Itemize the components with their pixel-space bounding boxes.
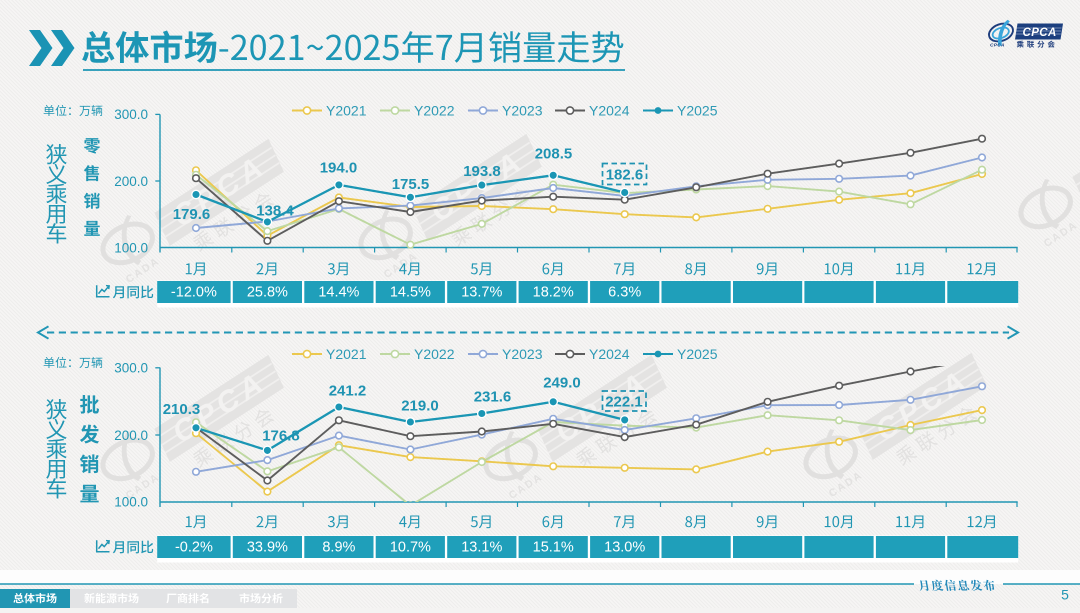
- svg-text:CPCA: CPCA: [1023, 27, 1057, 39]
- svg-text:210.3: 210.3: [163, 401, 201, 418]
- svg-text:179.6: 179.6: [173, 206, 211, 223]
- svg-text:Y2024: Y2024: [589, 103, 630, 119]
- svg-text:200.0: 200.0: [114, 428, 148, 443]
- svg-text:300.0: 300.0: [114, 361, 148, 376]
- svg-text:Y2024: Y2024: [589, 346, 630, 362]
- svg-text:222.1: 222.1: [605, 393, 643, 410]
- svg-text:300.0: 300.0: [114, 107, 148, 122]
- svg-text:-12.0%: -12.0%: [171, 284, 217, 300]
- svg-text:Y2025: Y2025: [677, 103, 718, 119]
- svg-text:13.0%: 13.0%: [604, 539, 645, 555]
- svg-text:-0.2%: -0.2%: [175, 539, 213, 555]
- svg-text:13.7%: 13.7%: [461, 284, 502, 300]
- svg-text:100.0: 100.0: [114, 495, 148, 510]
- svg-text:18.2%: 18.2%: [533, 284, 574, 300]
- svg-text:175.5: 175.5: [392, 176, 430, 193]
- svg-text:6.3%: 6.3%: [608, 284, 641, 300]
- svg-text:Y2021: Y2021: [326, 346, 367, 362]
- svg-text:Y2025: Y2025: [677, 346, 718, 362]
- svg-text:25.8%: 25.8%: [247, 284, 288, 300]
- svg-text:249.0: 249.0: [543, 374, 581, 391]
- svg-text:193.8: 193.8: [463, 163, 501, 180]
- svg-text:219.0: 219.0: [401, 397, 439, 414]
- svg-text:8.9%: 8.9%: [322, 539, 355, 555]
- svg-text:231.6: 231.6: [474, 388, 512, 405]
- svg-text:Y2021: Y2021: [326, 103, 367, 119]
- svg-text:208.5: 208.5: [535, 145, 573, 162]
- svg-text:Y2022: Y2022: [414, 346, 455, 362]
- svg-text:13.1%: 13.1%: [461, 539, 502, 555]
- svg-text:5: 5: [1061, 587, 1069, 603]
- svg-text:182.6: 182.6: [606, 167, 644, 184]
- svg-text:CPCA: CPCA: [990, 43, 1005, 49]
- svg-text:Y2023: Y2023: [502, 346, 543, 362]
- svg-text:200.0: 200.0: [114, 174, 148, 189]
- svg-text:14.5%: 14.5%: [390, 284, 431, 300]
- svg-text:176.8: 176.8: [262, 427, 300, 444]
- svg-text:138.4: 138.4: [256, 202, 294, 219]
- svg-text:15.1%: 15.1%: [533, 539, 574, 555]
- svg-text:100.0: 100.0: [114, 240, 148, 255]
- svg-text:Y2022: Y2022: [414, 103, 455, 119]
- svg-text:241.2: 241.2: [329, 382, 367, 399]
- svg-text:Y2023: Y2023: [502, 103, 543, 119]
- svg-text:14.4%: 14.4%: [318, 284, 359, 300]
- svg-text:10.7%: 10.7%: [390, 539, 431, 555]
- svg-text:194.0: 194.0: [320, 159, 358, 176]
- svg-text:33.9%: 33.9%: [247, 539, 288, 555]
